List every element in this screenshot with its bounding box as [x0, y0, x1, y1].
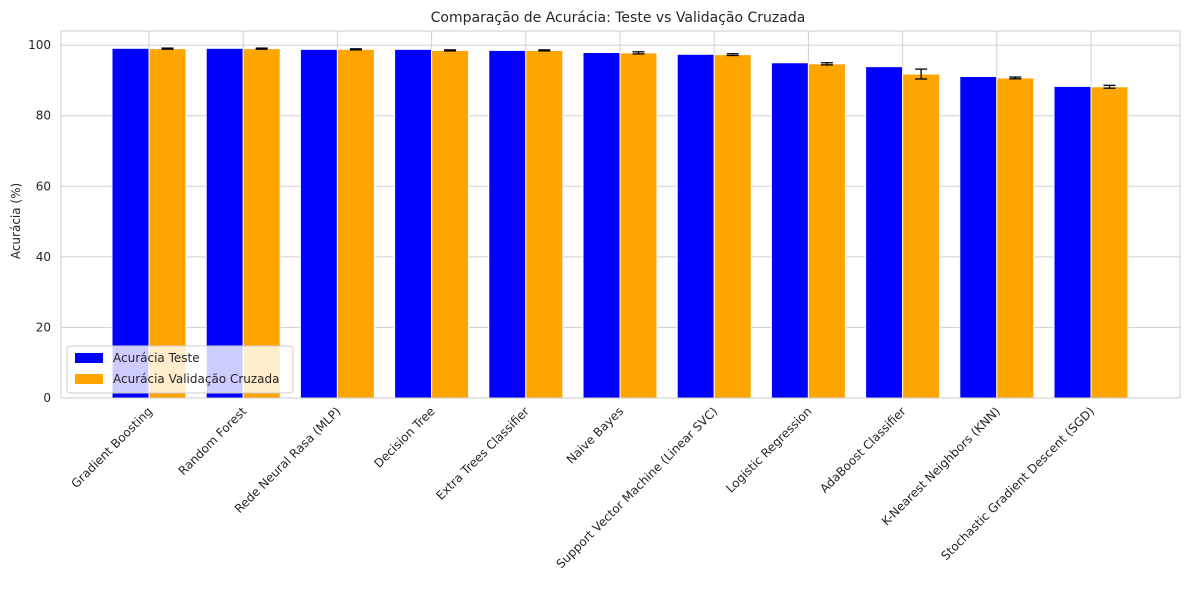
error-bar — [538, 49, 551, 52]
bar-test — [111, 47, 150, 399]
legend-box — [66, 345, 294, 394]
legend-label: Acurácia Teste — [113, 351, 200, 365]
error-bar — [349, 48, 362, 51]
legend-label: Acurácia Validação Cruzada — [113, 372, 280, 386]
bar-test — [770, 62, 809, 399]
error-bars — [161, 47, 1116, 89]
bar-cv — [525, 49, 564, 399]
legend-swatch — [75, 353, 103, 363]
y-tick-label: 0 — [43, 391, 51, 405]
bar-test — [488, 49, 527, 399]
bar-cv — [713, 54, 752, 399]
y-tick-labels: 0 20 40 60 80 100 — [28, 38, 51, 405]
bar-test — [394, 48, 433, 399]
bar-test — [865, 66, 904, 399]
error-bar — [161, 47, 174, 50]
bar-cv — [1090, 86, 1129, 399]
bar-cv — [431, 49, 470, 399]
y-axis-label: Acurácia (%) — [9, 183, 23, 259]
error-bar — [820, 62, 833, 66]
error-bar — [726, 53, 739, 57]
y-tick-label: 20 — [36, 320, 51, 334]
bar-test — [205, 47, 244, 399]
chart-title: Comparação de Acurácia: Teste vs Validaç… — [431, 10, 806, 26]
error-bar — [632, 51, 645, 55]
bar-test — [582, 52, 621, 399]
error-bar — [444, 49, 457, 52]
bar-cv — [242, 48, 281, 399]
bar-cv — [336, 48, 375, 399]
bar-cv — [807, 63, 846, 399]
error-bar — [1103, 84, 1116, 89]
bars — [111, 47, 1129, 399]
bar-test — [299, 48, 338, 399]
error-bar — [1009, 76, 1022, 80]
bar-cv — [996, 77, 1035, 399]
error-bar — [915, 68, 928, 80]
plot-frame — [60, 30, 1181, 399]
bar-cv — [902, 73, 941, 399]
bar-cv — [148, 48, 187, 399]
bar-cv — [619, 52, 658, 399]
bar-test — [676, 53, 715, 399]
y-tick-label: 80 — [36, 109, 51, 123]
legend-swatch — [75, 374, 103, 384]
legend: Acurácia Teste Acurácia Validação Cruzada — [66, 345, 294, 394]
y-tick-label: 100 — [28, 38, 51, 52]
y-tick-label: 60 — [36, 179, 51, 193]
error-bar — [255, 47, 268, 50]
bar-test — [1053, 85, 1092, 399]
bar-test — [959, 76, 998, 399]
y-tick-label: 40 — [36, 250, 51, 264]
